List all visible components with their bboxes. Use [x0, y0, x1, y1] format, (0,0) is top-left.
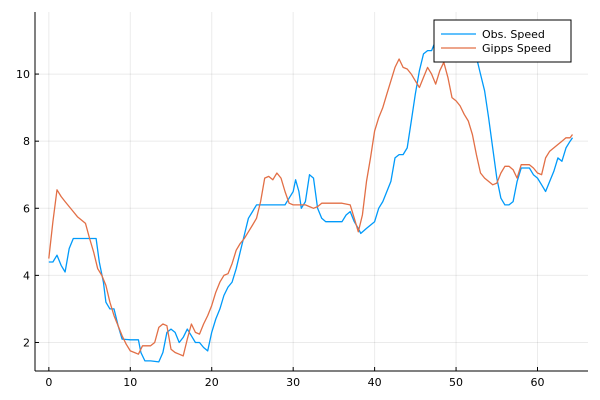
x-tick-label: 60 — [531, 376, 545, 389]
y-tick-label: 2 — [23, 336, 30, 349]
y-tick-label: 8 — [23, 135, 30, 148]
x-tick-label: 20 — [205, 376, 219, 389]
grid — [35, 12, 588, 371]
x-tick-label: 10 — [123, 376, 137, 389]
y-tick-label: 6 — [23, 202, 30, 215]
y-tick-label: 10 — [16, 68, 30, 81]
y-tick-label: 4 — [23, 269, 30, 282]
plot-series — [48, 19, 574, 363]
legend-label-obs-speed: Obs. Speed — [482, 28, 545, 41]
legend-box — [433, 19, 572, 63]
x-tick-label: 0 — [45, 376, 52, 389]
x-tick-label: 50 — [449, 376, 463, 389]
series-line-gipps-speed — [48, 58, 574, 357]
x-tick-label: 40 — [368, 376, 382, 389]
axes — [34, 12, 588, 372]
tick-labels: 0 10 20 30 40 50 60 2 4 6 8 10 — [16, 68, 545, 389]
series-line-obs-speed — [48, 19, 574, 363]
legend-label-gipps-speed: Gipps Speed — [482, 42, 551, 55]
legend: Obs. Speed Gipps Speed — [433, 19, 572, 63]
x-tick-label: 30 — [286, 376, 300, 389]
